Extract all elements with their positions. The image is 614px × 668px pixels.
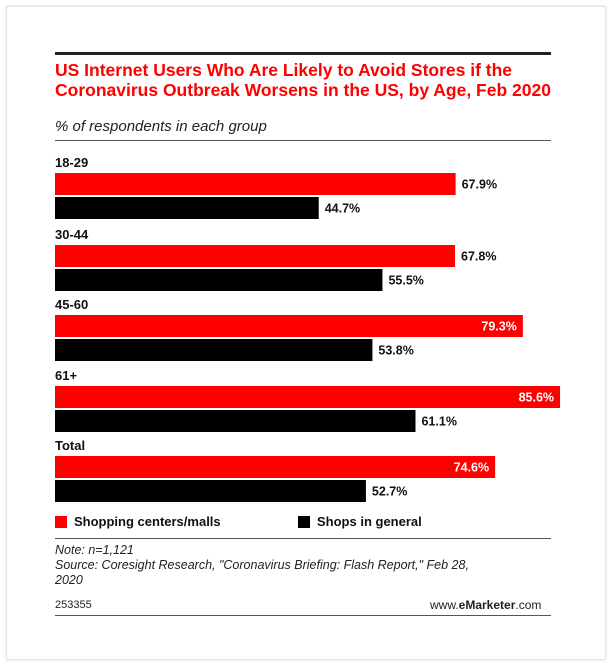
- category-label: 61+: [55, 368, 77, 383]
- bar-value-label: 44.7%: [325, 202, 360, 216]
- chart-subtitle: % of respondents in each group: [55, 118, 267, 135]
- brand-suffix: .com: [515, 598, 542, 612]
- bar-shops: [55, 269, 383, 291]
- bar-value-label: 74.6%: [454, 461, 489, 475]
- bar-malls: [55, 315, 523, 337]
- legend-label-malls: Shopping centers/malls: [74, 514, 221, 529]
- legend-swatch-shops: [298, 515, 310, 528]
- legend-item-malls: Shopping centers/malls: [55, 514, 221, 529]
- bar-value-label: 85.6%: [519, 391, 554, 405]
- bar-shops: [55, 410, 416, 432]
- source-text-line1: Source: Coresight Research, "Coronavirus…: [55, 558, 469, 572]
- bar-shops: [55, 480, 366, 502]
- bar-value-label: 79.3%: [481, 320, 516, 334]
- chart-title: US Internet Users Who Are Likely to Avoi…: [55, 60, 551, 100]
- bar-malls: [55, 173, 456, 195]
- bar-value-label: 67.8%: [461, 250, 496, 264]
- bar-value-label: 53.8%: [378, 344, 413, 358]
- legend-label-shops: Shops in general: [317, 514, 422, 529]
- note-text: Note: n=1,121: [55, 543, 134, 557]
- bar-malls: [55, 245, 456, 267]
- category-label: 30-44: [55, 227, 89, 242]
- footnote: Note: n=1,121 Source: Coresight Research…: [55, 543, 555, 588]
- legend-rule: [55, 538, 551, 539]
- bar-value-label: 55.5%: [388, 274, 423, 288]
- bar-shops: [55, 197, 319, 219]
- subtitle-rule: [55, 140, 551, 141]
- title-top-rule: [55, 52, 551, 55]
- bar-shops: [55, 339, 373, 361]
- brand-url[interactable]: www.eMarketer.com: [430, 598, 541, 612]
- bar-value-label: 61.1%: [421, 415, 456, 429]
- bar-value-label: 67.9%: [462, 178, 497, 192]
- category-label: 18-29: [55, 155, 88, 170]
- bar-value-label: 52.7%: [372, 485, 407, 499]
- source-text-line2: 2020: [55, 573, 83, 587]
- legend-swatch-malls: [55, 515, 67, 528]
- bar-malls: [55, 456, 496, 478]
- legend-item-shops: Shops in general: [298, 514, 422, 529]
- category-label: 45-60: [55, 297, 88, 312]
- bar-malls: [55, 386, 561, 408]
- brand-prefix: www.: [430, 598, 459, 612]
- category-label: Total: [55, 438, 85, 453]
- bottom-rule: [55, 615, 551, 616]
- chart-id: 253355: [55, 599, 92, 611]
- brand-name: eMarketer: [458, 598, 516, 612]
